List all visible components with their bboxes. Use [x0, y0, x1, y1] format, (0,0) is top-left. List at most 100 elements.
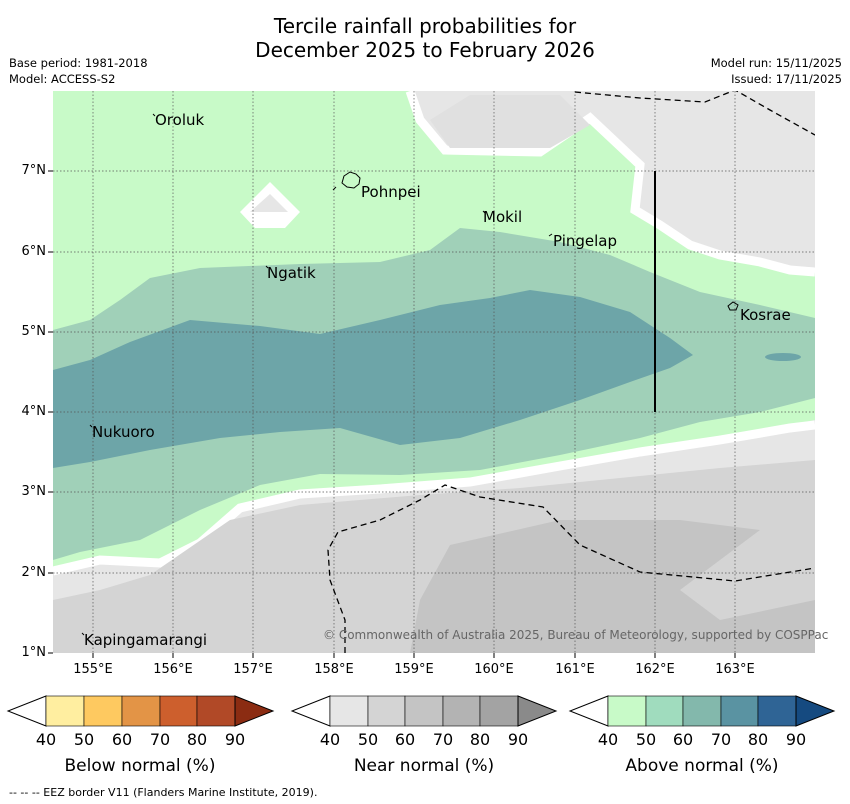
colorbar-segment	[607, 695, 647, 727]
island-marker	[548, 233, 553, 237]
graticule	[53, 91, 815, 653]
colorbar-extension-high	[517, 695, 558, 727]
meta-right: Model run: 15/11/2025 Issued: 17/11/2025	[711, 55, 842, 87]
lat-label: 3°N	[21, 484, 47, 499]
colorbar-tick: 70	[710, 730, 732, 749]
below-normal-colorbar	[6, 695, 275, 727]
colorbar-tick: 60	[672, 730, 694, 749]
lon-label: 162°E	[635, 662, 675, 677]
place-label-ngatik: Ngatik	[267, 264, 316, 282]
place-label-pingelap: Pingelap	[553, 232, 618, 250]
colorbar-segment	[442, 695, 481, 727]
colorbar-extension-low	[6, 695, 47, 727]
lat-label: 5°N	[21, 324, 47, 339]
lon-label: 159°E	[394, 662, 434, 677]
near-normal-60-region	[410, 520, 815, 653]
colorbar-tick: 90	[785, 730, 807, 749]
model-name: Model: ACCESS-S2	[9, 72, 116, 86]
region-boundary	[53, 420, 815, 576]
place-label-nukuoro: Nukuoro	[92, 423, 155, 441]
near-normal-colorbar	[290, 695, 558, 727]
region-boundary	[250, 194, 288, 212]
colorbar-tick: 40	[35, 730, 57, 749]
near-normal-title: Near normal (%)	[353, 756, 495, 776]
place-label-pohnpei: Pohnpei	[361, 183, 421, 201]
model-run: Model run: 15/11/2025	[710, 56, 842, 70]
colorbar-extension-low	[290, 695, 331, 727]
above-normal-60-region	[53, 290, 693, 468]
region-boundary	[405, 91, 815, 277]
base-period: Base period: 1981-2018	[9, 56, 148, 70]
colorbar-tick: 70	[149, 730, 171, 749]
colorbar-tick: 80	[469, 730, 491, 749]
colorbar-segment	[196, 695, 236, 727]
colorbar-extension-high	[234, 695, 275, 727]
colorbar-segment	[682, 695, 722, 727]
below-normal-title: Below normal (%)	[64, 756, 216, 776]
colorbar-tick: 40	[597, 730, 619, 749]
lat-label: 7°N	[21, 163, 47, 178]
colorbar-segment	[757, 695, 797, 727]
colorbar-tick: 60	[111, 730, 133, 749]
lon-label: 163°E	[715, 662, 755, 677]
lon-label: 155°E	[73, 662, 113, 677]
colorbar-tick: 50	[635, 730, 657, 749]
eez-footnote: -- -- -- EEZ border V11 (Flanders Marine…	[9, 786, 318, 799]
title-line-2: December 2025 to February 2026	[255, 38, 595, 62]
colorbar-segment	[121, 695, 161, 727]
island-marker	[482, 210, 486, 214]
meta-left: Base period: 1981-2018 Model: ACCESS-S2	[9, 55, 148, 87]
colorbar-segment	[83, 695, 123, 727]
lat-label: 4°N	[21, 404, 47, 419]
island-marker	[81, 632, 85, 636]
colorbar-segment	[367, 695, 406, 727]
lat-label: 6°N	[21, 244, 47, 259]
lon-label: 156°E	[153, 662, 193, 677]
title-line-1: Tercile rainfall probabilities for	[273, 14, 577, 38]
colorbar-tick: 40	[319, 730, 341, 749]
above-normal-60-region	[765, 353, 801, 361]
colorbar-tick: 50	[73, 730, 95, 749]
lon-label: 158°E	[314, 662, 354, 677]
colorbar-segment	[404, 695, 444, 727]
colorbar-tick: 90	[507, 730, 529, 749]
above-normal-title: Above normal (%)	[625, 756, 779, 776]
eez-border	[327, 91, 815, 653]
place-label-mokil: Mokil	[483, 208, 523, 226]
lat-label: 1°N	[21, 645, 47, 660]
colorbar-tick: 50	[357, 730, 379, 749]
lon-label: 157°E	[233, 662, 273, 677]
colorbar-segment	[45, 695, 85, 727]
copyright-notice: © Commonwealth of Australia 2025, Bureau…	[323, 628, 829, 642]
colorbar-segment	[159, 695, 198, 727]
colorbar-segment	[479, 695, 519, 727]
place-label-kapingamarangi: Kapingamarangi	[84, 631, 208, 649]
lat-label: 2°N	[21, 565, 47, 580]
island-marker	[265, 265, 269, 269]
colorbar-extension-low	[568, 695, 609, 727]
colorbar-tick: 60	[394, 730, 416, 749]
colorbar-segment	[645, 695, 684, 727]
colorbar-extension-high	[795, 695, 836, 727]
place-label-kosrae: Kosrae	[740, 306, 791, 324]
colorbar-tick: 70	[432, 730, 454, 749]
kosrae-island-outline	[727, 301, 739, 311]
axis-ticks	[48, 170, 736, 658]
colorbar-tick: 80	[747, 730, 769, 749]
lon-label: 160°E	[474, 662, 514, 677]
near-normal-region	[430, 95, 590, 148]
colorbar-tick: 80	[186, 730, 208, 749]
island-marker	[332, 186, 337, 191]
above-normal-colorbar	[568, 695, 836, 727]
chart-title: Tercile rainfall probabilities for Decem…	[0, 14, 850, 62]
lon-label: 161°E	[555, 662, 595, 677]
island-marker	[89, 424, 93, 428]
colorbar-segment	[329, 695, 369, 727]
place-label-oroluk: Oroluk	[155, 111, 205, 129]
colorbar-segment	[720, 695, 759, 727]
colorbar-tick: 90	[224, 730, 246, 749]
issued-date: Issued: 17/11/2025	[731, 72, 842, 86]
island-marker	[152, 113, 156, 117]
pohnpei-island-outline	[341, 171, 361, 189]
